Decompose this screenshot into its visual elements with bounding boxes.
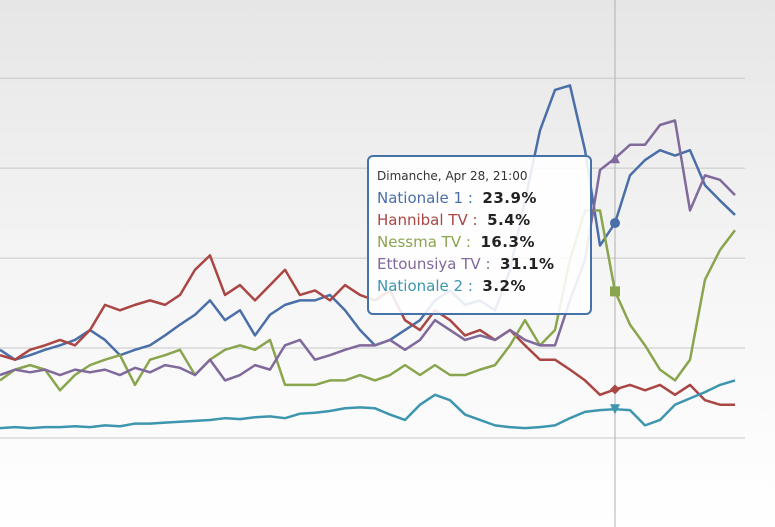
series-name: Nessma TV	[377, 233, 462, 251]
series-value: 31.1%	[500, 255, 555, 273]
series-value: 16.3%	[480, 233, 535, 251]
marker	[610, 218, 620, 229]
series-value: 5.4%	[487, 211, 531, 229]
series-value: 3.2%	[482, 277, 527, 295]
tooltip-row: Nationale 1 : 23.9%	[377, 187, 590, 209]
tooltip-row: Hannibal TV : 5.4%	[377, 209, 590, 231]
marker	[610, 404, 620, 415]
separator: :	[463, 189, 483, 207]
marker	[610, 286, 620, 297]
tooltip-row: Nessma TV : 16.3%	[377, 231, 590, 253]
marker	[610, 384, 620, 395]
series-name: Hannibal TV	[377, 211, 468, 229]
marker	[610, 153, 620, 164]
series-value: 23.9%	[482, 189, 537, 207]
series-name: Nationale 1	[377, 189, 464, 207]
series-line	[0, 379, 736, 430]
separator: :	[463, 277, 483, 295]
tooltip: Dimanche, Apr 28, 21:00 Nationale 1 : 23…	[367, 155, 592, 315]
separator: :	[461, 233, 481, 251]
tooltip-row: Nationale 2 : 3.2%	[377, 275, 590, 297]
series-name: Nationale 2	[377, 277, 464, 295]
series-name: Ettounsiya TV	[377, 255, 481, 273]
tooltip-row: Ettounsiya TV : 31.1%	[377, 253, 590, 275]
separator: :	[467, 211, 488, 229]
series-line	[0, 209, 736, 392]
tooltip-header: Dimanche, Apr 28, 21:00	[377, 169, 528, 183]
separator: :	[480, 255, 501, 273]
